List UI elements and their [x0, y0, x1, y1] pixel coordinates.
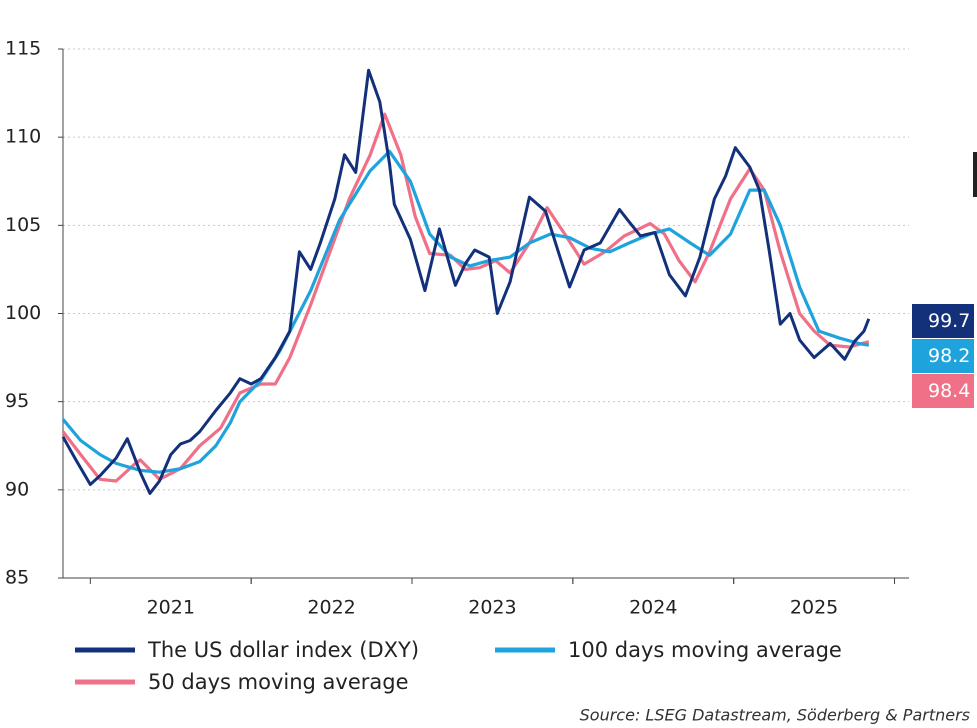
- x-tick-label: 2022: [307, 597, 355, 619]
- end-value-label: 99.7: [928, 310, 970, 332]
- x-tick-label: 2025: [790, 597, 838, 619]
- series-line: [61, 112, 870, 483]
- end-value-label: 98.4: [928, 380, 970, 402]
- x-tick-label: 2021: [147, 597, 195, 619]
- y-tick-label: 90: [5, 478, 29, 500]
- y-tick-label: 85: [5, 567, 29, 589]
- series-line: [61, 68, 871, 495]
- y-tick-label: 95: [5, 390, 29, 412]
- legend-label: 100 days moving average: [568, 638, 842, 662]
- y-tick-label: 110: [5, 126, 41, 148]
- series-line: [61, 149, 870, 474]
- end-value-box: [912, 304, 974, 338]
- x-tick-label: 2024: [629, 597, 677, 619]
- end-value-box: [912, 374, 974, 408]
- end-value-box: [912, 339, 974, 373]
- scroll-marker: [973, 152, 977, 197]
- y-tick-label: 115: [5, 38, 41, 60]
- source-note: Source: LSEG Datastream, Söderberg & Par…: [580, 706, 970, 725]
- x-tick-label: 2023: [468, 597, 516, 619]
- y-tick-label: 105: [5, 214, 41, 236]
- legend-label: 50 days moving average: [148, 670, 409, 694]
- end-value-label: 98.2: [928, 345, 970, 367]
- legend-label: The US dollar index (DXY): [147, 638, 419, 662]
- y-tick-label: 100: [5, 302, 41, 324]
